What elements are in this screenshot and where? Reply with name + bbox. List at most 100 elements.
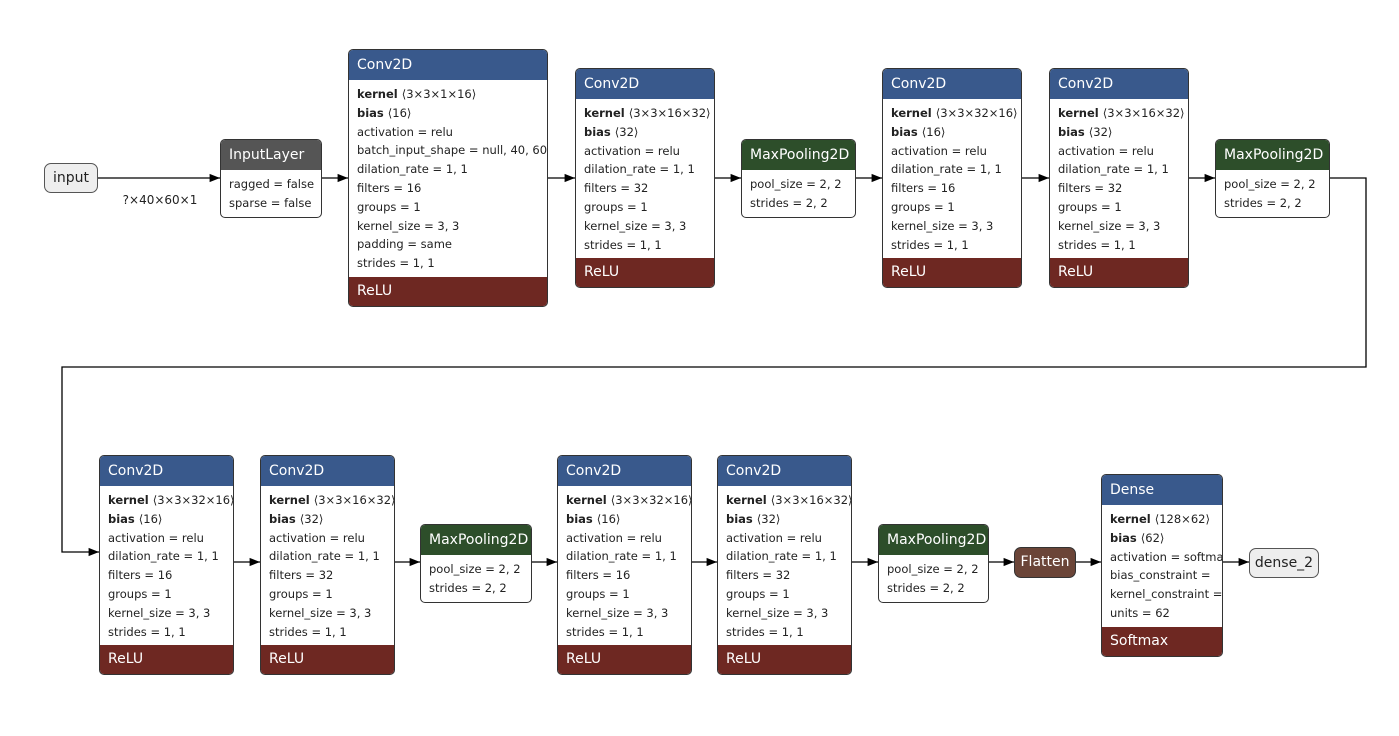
attribute-value: ⟨16⟩ xyxy=(387,105,412,120)
attribute: groups = 1 xyxy=(891,199,955,214)
attribute: strides = 1, 1 xyxy=(891,237,969,252)
edge-label: ?×40×60×1 xyxy=(123,193,198,207)
attribute: strides = 2, 2 xyxy=(750,195,828,210)
node[interactable]: input xyxy=(44,163,98,193)
node-attributes: kernel ⟨3×3×32×16⟩ bias ⟨16⟩ activation = re… xyxy=(100,486,233,645)
node-attributes: pool_size = 2, 2 strides = 2, 2 xyxy=(879,555,988,602)
attribute: bias ⟨32⟩ xyxy=(584,123,706,142)
attribute-value: ⟨32⟩ xyxy=(614,124,639,139)
node-header: Conv2D xyxy=(558,456,691,486)
attribute: batch_input_shape = null, 40, 60, 1 xyxy=(357,143,548,158)
attribute: activation = relu xyxy=(584,143,680,158)
attribute-value: ⟨16⟩ xyxy=(596,511,621,526)
attribute: dilation_rate = 1, 1 xyxy=(726,549,837,564)
attribute-name: kernel xyxy=(891,106,932,120)
attribute-name: bias xyxy=(1110,530,1137,545)
node[interactable]: MaxPooling2D pool_size = 2, 2 strides = 2,… xyxy=(741,139,856,218)
attribute-name: kernel xyxy=(566,493,607,507)
attribute: filters = 32 xyxy=(269,568,334,583)
node-activation: ReLU xyxy=(349,276,547,306)
attribute: kernel_constraint = xyxy=(1110,587,1223,602)
attribute: dilation_rate = 1, 1 xyxy=(108,549,219,564)
node-attributes: kernel ⟨3×3×32×16⟩ bias ⟨16⟩ activation = re… xyxy=(558,486,691,645)
attribute-name: bias xyxy=(726,511,753,526)
attribute-value: ⟨3×3×32×16⟩ xyxy=(935,106,1018,120)
attribute-name: bias xyxy=(269,511,296,526)
attribute-name: bias xyxy=(1058,124,1085,139)
attribute-name: bias xyxy=(108,511,135,526)
node[interactable]: Conv2D kernel ⟨3×3×32×16⟩ bias ⟨16⟩ activatio… xyxy=(99,455,234,676)
attribute: filters = 16 xyxy=(108,568,173,583)
node-activation: ReLU xyxy=(261,645,394,675)
node-header: Conv2D xyxy=(576,69,714,99)
attribute-name: kernel xyxy=(584,106,625,120)
attribute: activation = relu xyxy=(357,124,453,139)
attribute-name: kernel xyxy=(108,493,149,507)
attribute: groups = 1 xyxy=(566,586,630,601)
attribute: activation = relu xyxy=(269,530,365,545)
node[interactable]: InputLayer ragged = false sparse = false xyxy=(220,139,322,218)
attribute-value: ⟨128×62⟩ xyxy=(1154,512,1210,526)
node[interactable]: Conv2D kernel ⟨3×3×32×16⟩ bias ⟨16⟩ activatio… xyxy=(882,68,1022,289)
node[interactable]: Conv2D kernel ⟨3×3×16×32⟩ bias ⟨32⟩ activatio… xyxy=(1049,68,1189,289)
attribute-name: kernel xyxy=(1110,512,1151,526)
attribute: activation = softmax xyxy=(1110,549,1223,564)
node-activation: ReLU xyxy=(100,645,233,675)
edge xyxy=(61,177,1367,557)
attribute: bias ⟨32⟩ xyxy=(726,510,843,529)
attribute: strides = 1, 1 xyxy=(566,624,644,639)
attribute: filters = 32 xyxy=(1058,181,1123,196)
attribute-name: bias xyxy=(566,511,593,526)
node[interactable]: MaxPooling2D pool_size = 2, 2 strides = 2,… xyxy=(878,524,989,603)
attribute: activation = relu xyxy=(1058,143,1154,158)
attribute-value: ⟨62⟩ xyxy=(1140,530,1165,545)
node[interactable]: MaxPooling2D pool_size = 2, 2 strides = 2,… xyxy=(420,524,532,603)
node[interactable]: Conv2D kernel ⟨3×3×16×32⟩ bias ⟨32⟩ activatio… xyxy=(260,455,395,676)
attribute: strides = 1, 1 xyxy=(726,624,804,639)
node-header: Dense xyxy=(1102,475,1222,505)
attribute-name: bias xyxy=(891,124,918,139)
node[interactable]: Dense kernel ⟨128×62⟩ bias ⟨62⟩ activation = … xyxy=(1101,474,1223,657)
node[interactable]: dense_2 xyxy=(1249,548,1319,578)
node-attributes: kernel ⟨3×3×16×32⟩ bias ⟨32⟩ activation = re… xyxy=(1050,99,1188,258)
attribute: dilation_rate = 1, 1 xyxy=(566,549,677,564)
node[interactable]: Flatten xyxy=(1014,547,1076,578)
attribute: filters = 32 xyxy=(584,181,649,196)
attribute: kernel ⟨3×3×32×16⟩ xyxy=(566,491,691,510)
node-header: Conv2D xyxy=(1050,69,1188,99)
attribute: strides = 1, 1 xyxy=(108,624,186,639)
node[interactable]: Conv2D kernel ⟨3×3×32×16⟩ bias ⟨16⟩ activatio… xyxy=(557,455,692,676)
attribute: strides = 1, 1 xyxy=(357,256,435,271)
attribute-value: ⟨3×3×32×16⟩ xyxy=(610,493,692,507)
attribute: groups = 1 xyxy=(1058,199,1122,214)
attribute: kernel_size = 3, 3 xyxy=(726,605,829,620)
attribute: filters = 32 xyxy=(726,568,791,583)
node[interactable]: Conv2D kernel ⟨3×3×16×32⟩ bias ⟨32⟩ activatio… xyxy=(717,455,852,676)
node-header: MaxPooling2D xyxy=(879,525,988,555)
node-header: MaxPooling2D xyxy=(421,525,531,555)
attribute: strides = 2, 2 xyxy=(1224,195,1302,210)
node[interactable]: MaxPooling2D pool_size = 2, 2 strides = 2,… xyxy=(1215,139,1330,218)
attribute-name: kernel xyxy=(357,87,398,101)
node-header: Conv2D xyxy=(349,50,547,80)
attribute: dilation_rate = 1, 1 xyxy=(891,162,1002,177)
node[interactable]: Conv2D kernel ⟨3×3×1×16⟩ bias ⟨16⟩ activation… xyxy=(348,49,548,307)
attribute: kernel ⟨3×3×32×16⟩ xyxy=(891,104,1018,123)
node-attributes: pool_size = 2, 2 strides = 2, 2 xyxy=(1216,170,1329,217)
attribute: dilation_rate = 1, 1 xyxy=(357,162,468,177)
attribute: dilation_rate = 1, 1 xyxy=(1058,162,1169,177)
attribute-name: kernel xyxy=(269,493,310,507)
attribute-value: ⟨3×3×32×16⟩ xyxy=(152,493,234,507)
attribute: pool_size = 2, 2 xyxy=(429,562,521,576)
node-activation: ReLU xyxy=(718,645,851,675)
attribute: strides = 1, 1 xyxy=(269,624,347,639)
attribute: groups = 1 xyxy=(357,199,421,214)
node-activation: ReLU xyxy=(576,258,714,288)
node[interactable]: Conv2D kernel ⟨3×3×16×32⟩ bias ⟨32⟩ activatio… xyxy=(575,68,715,289)
attribute: kernel ⟨3×3×16×32⟩ xyxy=(726,491,851,510)
attribute: kernel ⟨128×62⟩ xyxy=(1110,510,1214,529)
attribute: bias ⟨32⟩ xyxy=(269,510,386,529)
attribute: groups = 1 xyxy=(269,586,333,601)
